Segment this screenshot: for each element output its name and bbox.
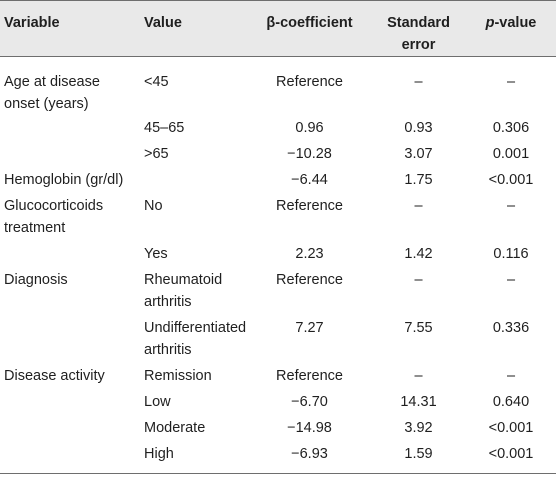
header-p-rest: -value bbox=[494, 15, 537, 31]
table-row: Disease activity Remission Reference – – bbox=[0, 363, 556, 389]
cell-p-value: – bbox=[506, 368, 516, 384]
cell-standard-error: – bbox=[414, 74, 423, 90]
cell-value: High bbox=[138, 441, 248, 474]
table-row: >65 −10.28 3.07 0.001 bbox=[0, 141, 556, 167]
cell-variable bbox=[0, 415, 138, 441]
cell-beta: 2.23 bbox=[295, 246, 324, 262]
cell-p-value: <0.001 bbox=[488, 420, 534, 436]
cell-standard-error: 0.93 bbox=[404, 120, 433, 136]
cell-value bbox=[138, 167, 248, 193]
cell-standard-error: 1.75 bbox=[404, 172, 433, 188]
cell-standard-error: 14.31 bbox=[400, 394, 437, 410]
cell-beta: 0.96 bbox=[295, 120, 324, 136]
cell-value: Rheumatoid arthritis bbox=[144, 272, 223, 310]
cell-variable bbox=[0, 441, 138, 474]
cell-beta: −6.93 bbox=[248, 441, 371, 474]
table-row: Diagnosis Rheumatoid arthritis Reference – – bbox=[0, 267, 556, 315]
cell-value: Remission bbox=[144, 368, 212, 384]
cell-beta: −6.70 bbox=[291, 394, 328, 410]
cell-standard-error: 1.42 bbox=[404, 246, 433, 262]
cell-p-value: 0.640 bbox=[492, 394, 530, 410]
cell-value: <45 bbox=[144, 74, 169, 90]
table-row: Undifferentiated arthritis 7.27 7.55 0.336 bbox=[0, 315, 556, 363]
cell-value: No bbox=[144, 198, 163, 214]
cell-p-value: 0.306 bbox=[492, 120, 530, 136]
cell-p-value: <0.001 bbox=[488, 172, 534, 188]
cell-variable: Disease activity bbox=[4, 368, 105, 384]
header-variable: Variable bbox=[0, 0, 138, 57]
cell-p-value: 0.336 bbox=[492, 320, 530, 336]
cell-beta: Reference bbox=[276, 198, 343, 214]
table-row: Moderate −14.98 3.92 <0.001 bbox=[0, 415, 556, 441]
cell-standard-error: – bbox=[414, 368, 423, 384]
cell-value: Moderate bbox=[144, 420, 206, 436]
cell-beta: −14.98 bbox=[287, 420, 332, 436]
cell-standard-error: – bbox=[414, 198, 423, 214]
cell-variable: Age at disease onset (years) bbox=[4, 74, 100, 112]
cell-variable bbox=[0, 241, 138, 267]
table-row: Hemoglobin (gr/dl) −6.44 1.75 <0.001 bbox=[0, 167, 556, 193]
header-row: Variable Value β-coefficient Standard er… bbox=[0, 0, 556, 57]
cell-standard-error: 1.59 bbox=[371, 441, 466, 474]
cell-beta: Reference bbox=[276, 368, 343, 384]
cell-value: 45–65 bbox=[144, 120, 185, 136]
table-row: Low −6.70 14.31 0.640 bbox=[0, 389, 556, 415]
cell-standard-error: 3.07 bbox=[404, 146, 433, 162]
cell-p-value: – bbox=[506, 74, 516, 90]
cell-standard-error: 3.92 bbox=[404, 420, 433, 436]
header-p-italic: p bbox=[485, 15, 495, 31]
regression-table: Variable Value β-coefficient Standard er… bbox=[0, 0, 556, 474]
header-standard-error: Standard error bbox=[371, 0, 466, 57]
table-row: Age at disease onset (years) <45 Reference… bbox=[0, 57, 556, 116]
table-row: Yes 2.23 1.42 0.116 bbox=[0, 241, 556, 267]
cell-beta: 7.27 bbox=[295, 320, 324, 336]
cell-variable: Diagnosis bbox=[4, 272, 68, 288]
cell-variable bbox=[0, 389, 138, 415]
cell-value: >65 bbox=[144, 146, 169, 162]
cell-p-value: <0.001 bbox=[466, 441, 556, 474]
table-row: High −6.93 1.59 <0.001 bbox=[0, 441, 556, 474]
cell-variable bbox=[0, 115, 138, 141]
cell-p-value: – bbox=[506, 272, 516, 288]
cell-beta: −6.44 bbox=[291, 172, 328, 188]
header-beta: β-coefficient bbox=[248, 0, 371, 57]
cell-p-value: – bbox=[506, 198, 516, 214]
header-p-value: p-value bbox=[466, 0, 556, 57]
cell-beta: Reference bbox=[276, 272, 343, 288]
cell-value: Low bbox=[144, 394, 171, 410]
table-row: 45–65 0.96 0.93 0.306 bbox=[0, 115, 556, 141]
cell-standard-error: – bbox=[414, 272, 423, 288]
cell-variable bbox=[0, 315, 138, 363]
header-value: Value bbox=[138, 0, 248, 57]
cell-value: Yes bbox=[144, 246, 168, 262]
cell-variable: Glucocorticoids treatment bbox=[4, 198, 104, 236]
cell-p-value: 0.116 bbox=[493, 246, 529, 262]
cell-beta: −10.28 bbox=[287, 146, 332, 162]
cell-value: Undifferentiated arthritis bbox=[144, 320, 247, 358]
table-row: Glucocorticoids treatment No Reference – – bbox=[0, 193, 556, 241]
cell-p-value: 0.001 bbox=[492, 146, 530, 162]
cell-variable: Hemoglobin (gr/dl) bbox=[4, 172, 124, 188]
cell-beta: Reference bbox=[276, 74, 343, 90]
cell-standard-error: 7.55 bbox=[404, 320, 433, 336]
cell-variable bbox=[0, 141, 138, 167]
